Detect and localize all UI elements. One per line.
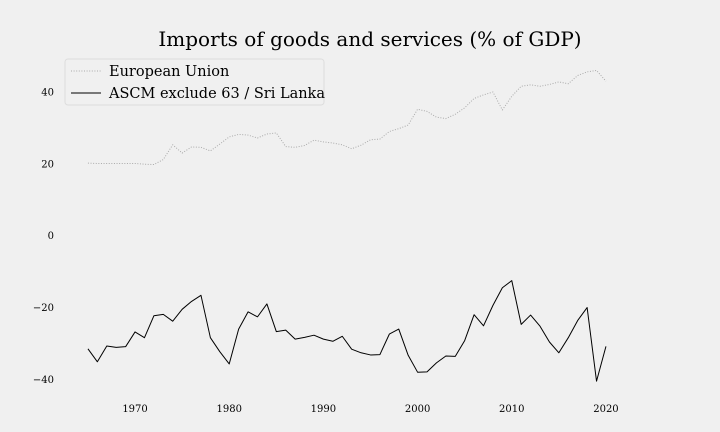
y-tick-label: 40 (41, 87, 54, 98)
x-tick-label: 2020 (593, 404, 618, 415)
x-tick-labels: 1970 1980 1990 2000 2010 2020 (122, 404, 618, 415)
y-tick-label: −20 (33, 303, 54, 314)
y-tick-label: 20 (41, 159, 54, 170)
y-tick-label: −40 (33, 375, 54, 386)
series-layer (87, 69, 607, 382)
chart-title: Imports of goods and services (% of GDP) (158, 27, 581, 51)
x-tick-label: 2000 (405, 404, 430, 415)
y-tick-label: 0 (48, 231, 54, 242)
series-line-0 (87, 69, 607, 166)
legend-box (64, 58, 325, 106)
series-line-1 (87, 280, 607, 382)
x-tick-label: 1990 (311, 404, 336, 415)
x-tick-label: 1980 (216, 404, 241, 415)
legend: European Union ASCM exclude 63 / Sri Lan… (64, 58, 325, 106)
y-tick-labels: −40 −20 0 20 40 (33, 87, 54, 385)
legend-label-european-union: European Union (109, 64, 229, 80)
x-tick-label: 1970 (122, 404, 147, 415)
x-tick-label: 2010 (499, 404, 524, 415)
legend-label-sri-lanka: ASCM exclude 63 / Sri Lanka (108, 86, 325, 102)
